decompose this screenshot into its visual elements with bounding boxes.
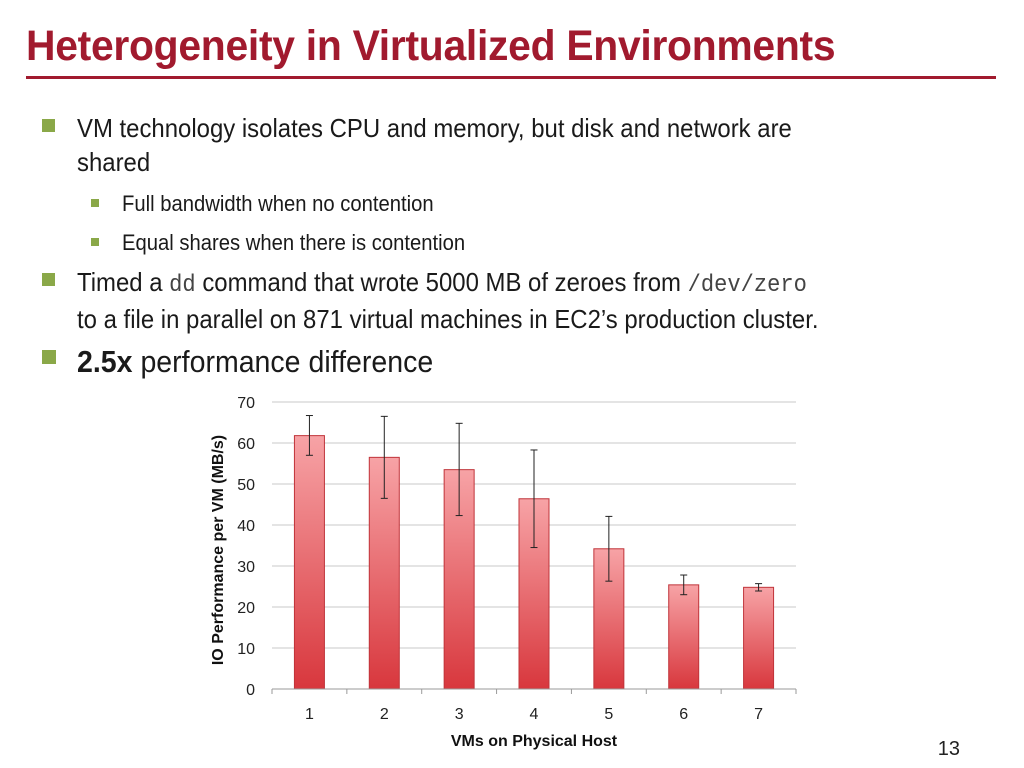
- bar: [293, 435, 325, 690]
- bullet-text: 2.5x performance difference: [77, 344, 433, 380]
- y-tick-label: 40: [237, 518, 255, 535]
- bullet-text-mid: command that wrote 5000 MB of zeroes fro…: [195, 267, 688, 297]
- bar: [668, 584, 700, 690]
- x-tick-label: 2: [380, 706, 389, 723]
- x-tick-label: 6: [679, 706, 688, 723]
- x-tick-label: 5: [604, 706, 613, 723]
- bullet-text-cont: to a file in parallel on 871 virtual mac…: [77, 304, 819, 334]
- bullet-square: [42, 350, 56, 364]
- y-axis-ticks: 0 10 20 30 40 50 60 70: [237, 395, 255, 699]
- bullet-text-cont: shared: [77, 147, 151, 177]
- bullet-square: [42, 273, 55, 286]
- page-number: 13: [937, 738, 960, 760]
- title-underline: [26, 76, 996, 79]
- x-axis-title: VMs on Physical Host: [451, 733, 618, 750]
- error-bars: [271, 415, 797, 694]
- bullet-bold: 2.5x: [77, 344, 133, 379]
- y-tick-label: 30: [237, 559, 255, 576]
- y-tick-label: 50: [237, 477, 255, 494]
- sub-bullet-text: Full bandwidth when no contention: [122, 191, 434, 216]
- code-dd: dd: [169, 272, 196, 299]
- code-dev-zero: /dev/zero: [687, 272, 807, 299]
- bullet-text-pre: Timed a: [77, 267, 170, 297]
- bullet-text: VM technology isolates CPU and memory, b…: [77, 113, 792, 143]
- y-tick-label: 60: [237, 436, 255, 453]
- sub-bullet-text: Equal shares when there is contention: [122, 230, 466, 255]
- bullet-square: [42, 119, 55, 132]
- sub-bullet-square: [91, 199, 99, 207]
- x-tick-label: 7: [754, 706, 763, 723]
- y-axis-title: IO Performance per VM (MB/s): [210, 435, 227, 665]
- x-axis-ticks: 1 2 3 4 5 6 7: [305, 706, 763, 723]
- slide-title: Heterogeneity in Virtualized Environment…: [26, 22, 836, 70]
- y-tick-label: 70: [237, 395, 255, 412]
- x-tick-label: 1: [305, 706, 314, 723]
- x-tick-label: 3: [455, 706, 464, 723]
- bar: [743, 586, 775, 690]
- x-tick-label: 4: [530, 706, 539, 723]
- sub-bullet-square: [91, 238, 99, 246]
- bullet-text: Timed a dd command that wrote 5000 MB of…: [77, 267, 807, 299]
- y-tick-label: 0: [246, 682, 255, 699]
- bullet-text-rest: performance difference: [132, 344, 434, 379]
- y-tick-label: 20: [237, 600, 255, 617]
- y-tick-label: 10: [237, 641, 255, 658]
